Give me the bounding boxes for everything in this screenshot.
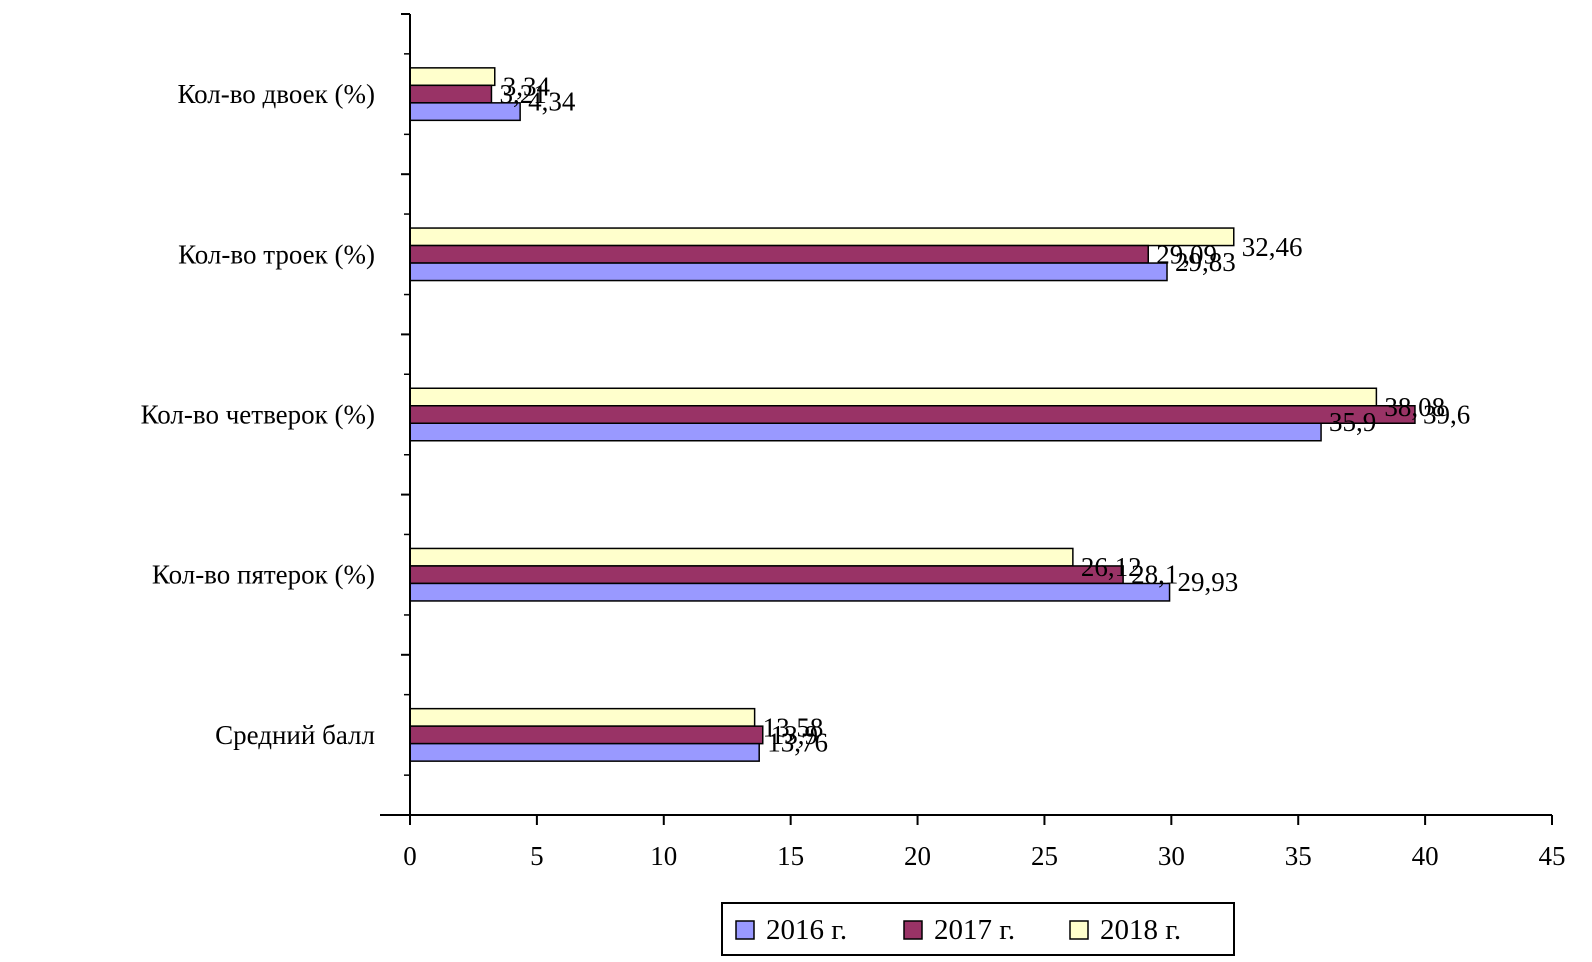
- bar-2018: [409, 67, 496, 87]
- data-label: 13,76: [767, 727, 828, 757]
- bar-2016: [409, 742, 760, 762]
- category-label: Средний балл: [215, 720, 375, 750]
- legend-box: [721, 902, 1235, 956]
- x-tick-label: 0: [403, 841, 417, 871]
- bar-2017: [409, 565, 1124, 585]
- category-label: Кол-во троек (%): [178, 239, 375, 269]
- legend-swatch: [1069, 920, 1089, 940]
- data-label: 3,34: [503, 72, 551, 102]
- labels-layer: Кол-во двоек (%) 3,343,214,34 Кол-во троек…: [141, 72, 1471, 758]
- x-tick-label: 5: [530, 841, 544, 871]
- data-label: 13,58: [763, 712, 824, 742]
- data-label: 38,08: [1384, 392, 1445, 422]
- legend-label: 2016 г.: [766, 914, 847, 946]
- bar-2018: [409, 387, 1378, 407]
- axes: 0 5 10 15 20 25 30 35 40 45: [380, 13, 1566, 871]
- legend-swatch: [903, 920, 923, 940]
- x-tick-label: 15: [777, 841, 804, 871]
- data-label: 29,93: [1178, 567, 1239, 597]
- bar-2016: [409, 582, 1171, 602]
- x-tick-label: 30: [1158, 841, 1185, 871]
- data-label: 13,9: [771, 720, 818, 750]
- category-label: Кол-во двоек (%): [177, 79, 375, 109]
- bar-2016: [409, 262, 1168, 282]
- data-label: 35,9: [1329, 407, 1376, 437]
- bar-2016: [409, 422, 1322, 442]
- bar-2017: [409, 725, 764, 745]
- bar-2018: [409, 547, 1074, 567]
- legend-label: 2018 г.: [1100, 914, 1181, 946]
- bar-2018: [409, 227, 1235, 247]
- data-label: 39,6: [1423, 400, 1470, 430]
- x-tick-label: 40: [1412, 841, 1439, 871]
- x-tick-label: 10: [650, 841, 677, 871]
- data-label: 28,1: [1131, 560, 1178, 590]
- x-tick-label: 45: [1539, 841, 1566, 871]
- data-label: 3,21: [499, 79, 546, 109]
- bar-2017: [409, 244, 1149, 264]
- data-label: 32,46: [1242, 232, 1303, 262]
- bar-2018: [409, 707, 756, 727]
- legend-label: 2017 г.: [934, 914, 1015, 946]
- x-tick-label: 35: [1285, 841, 1312, 871]
- data-label: 29,09: [1156, 239, 1217, 269]
- x-tick-label: 20: [904, 841, 931, 871]
- legend-swatch: [735, 920, 755, 940]
- data-label: 29,83: [1175, 247, 1236, 277]
- data-label: 26,12: [1081, 552, 1142, 582]
- bar-2017: [409, 84, 493, 104]
- data-label: 4,34: [528, 87, 576, 117]
- category-label: Кол-во четверок (%): [141, 400, 375, 430]
- bars-layer: [409, 67, 1416, 762]
- legend: 2016 г. 2017 г. 2018 г.: [721, 902, 1235, 956]
- bar-2017: [409, 405, 1416, 424]
- x-tick-label: 25: [1031, 841, 1058, 871]
- category-label: Кол-во пятерок (%): [152, 560, 375, 590]
